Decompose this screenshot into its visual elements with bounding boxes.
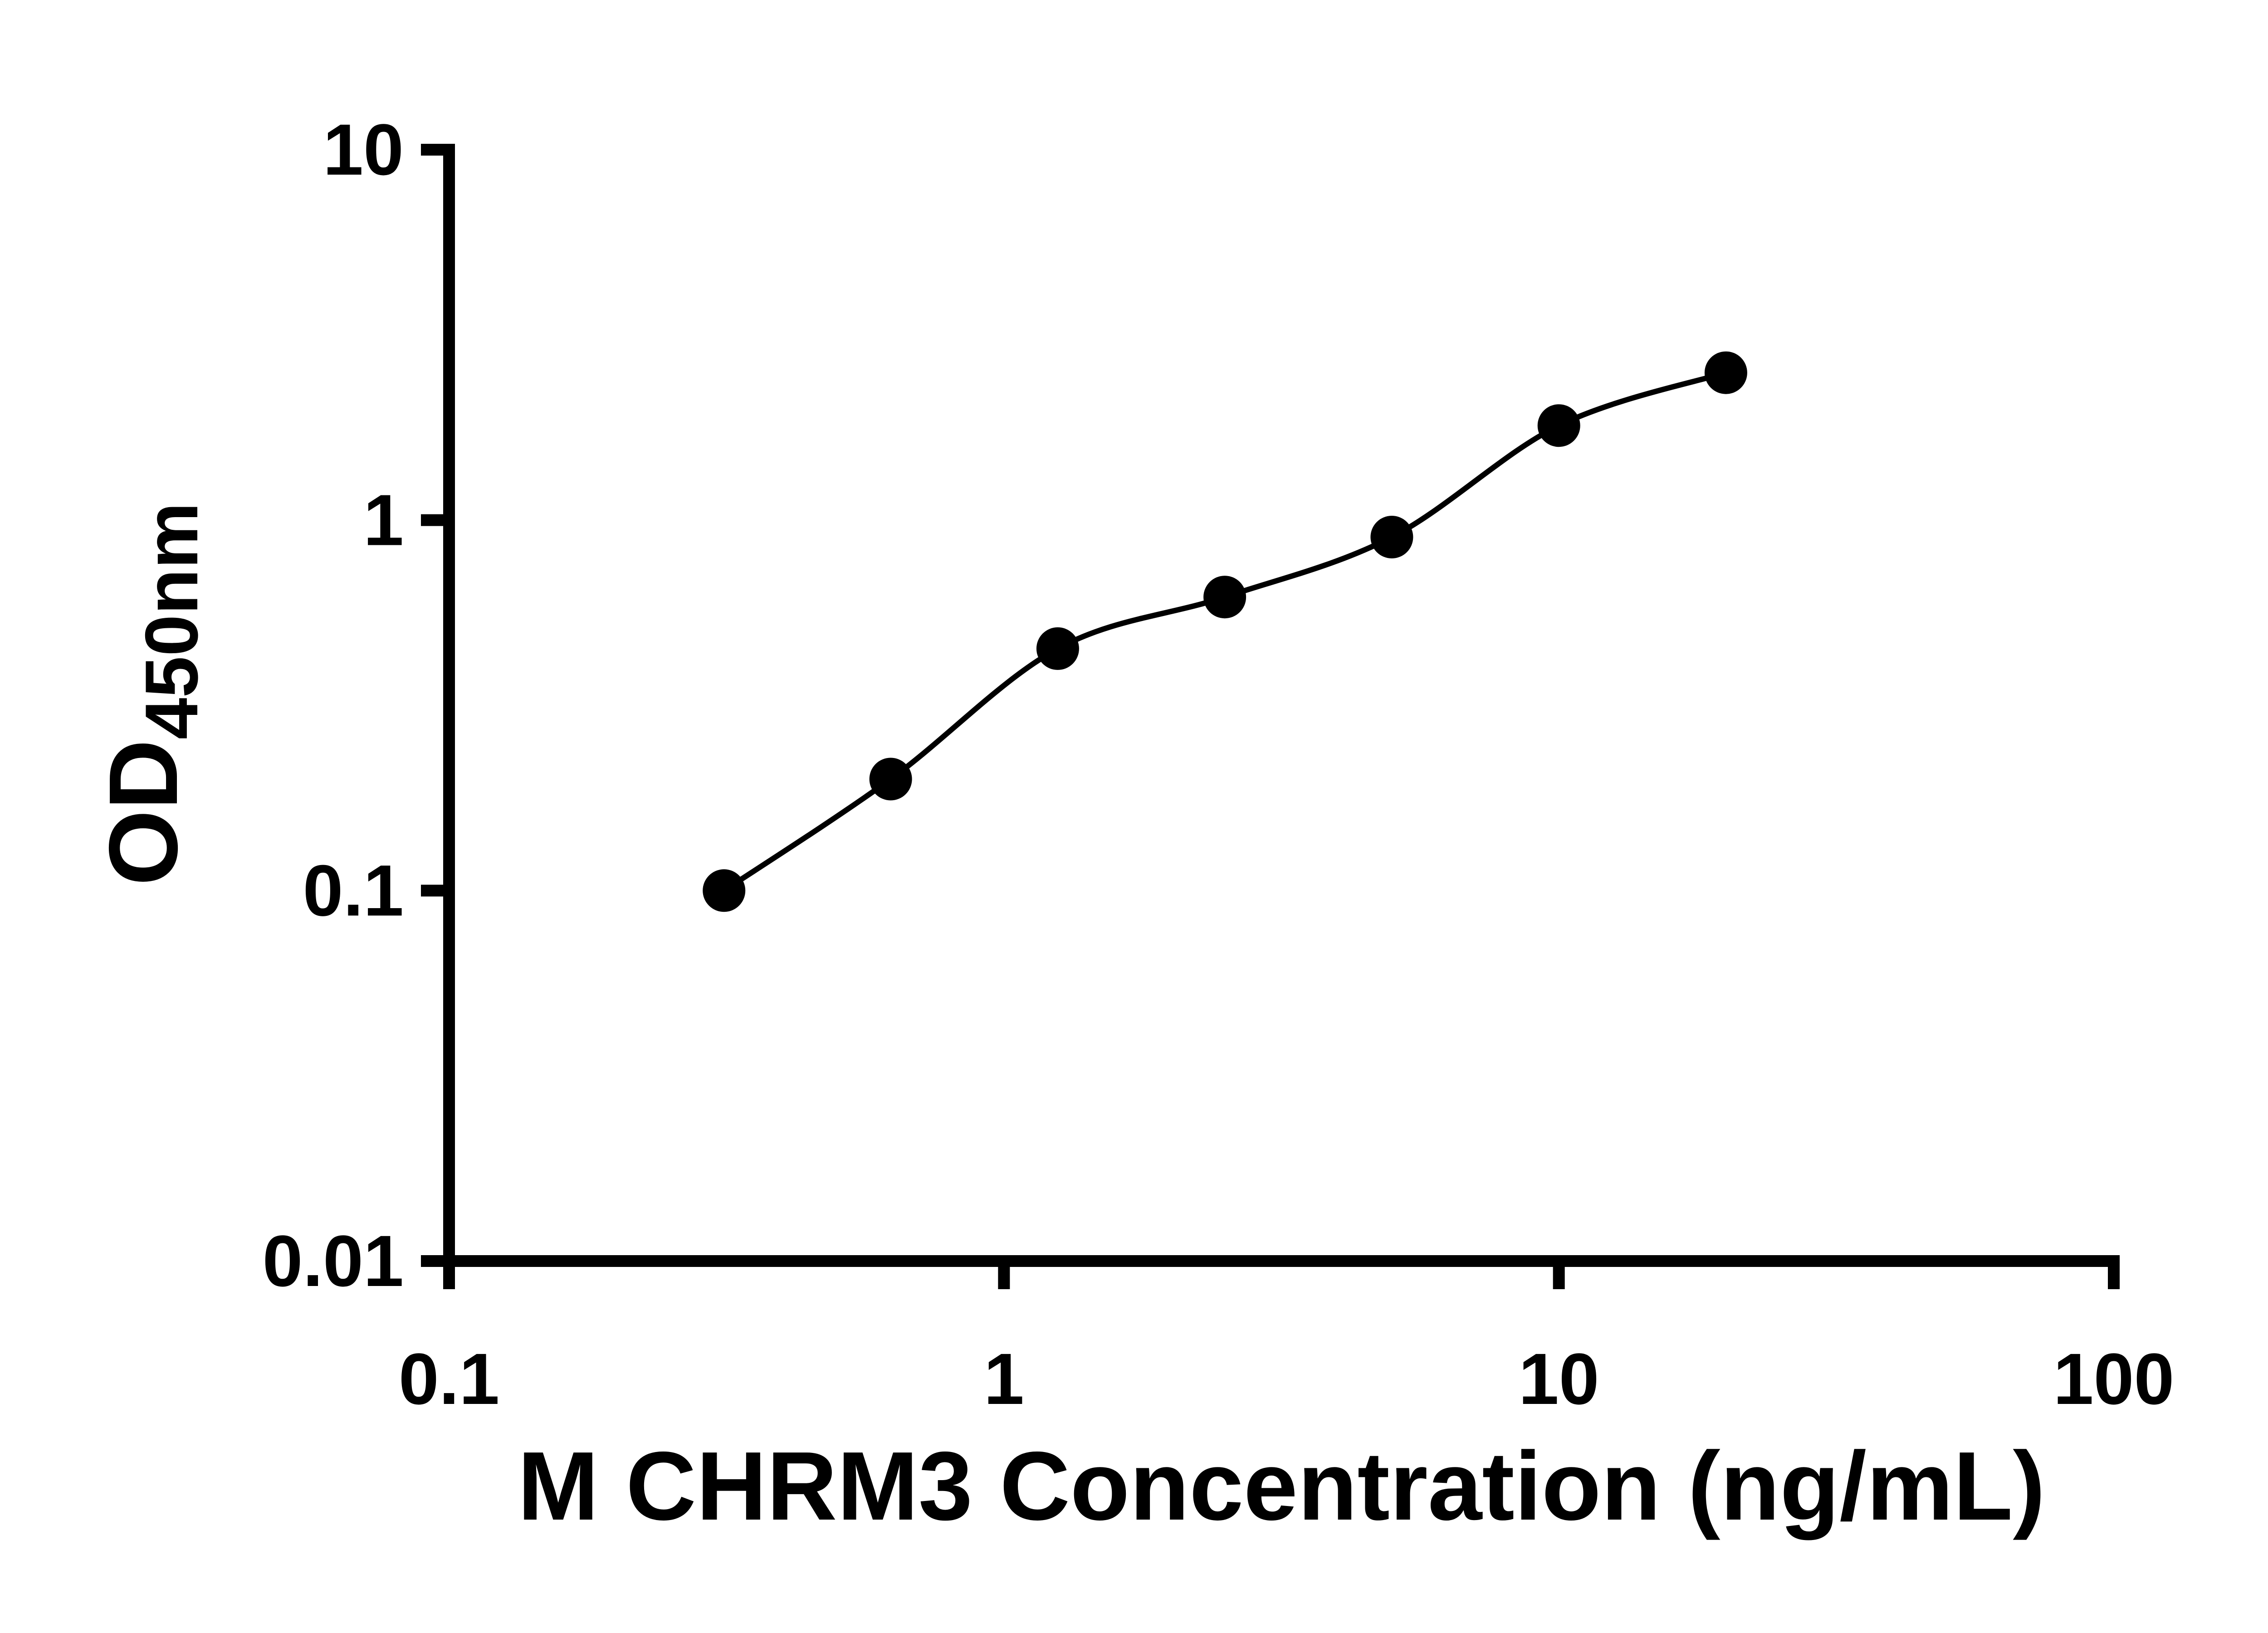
y-axis-tick-label: 10 (323, 109, 404, 190)
y-axis-tick-label: 0.1 (303, 850, 404, 931)
x-axis-tick-label: 100 (2053, 1338, 2175, 1419)
x-axis-tick-label: 1 (984, 1338, 1024, 1419)
y-axis-tick-label: 0.01 (263, 1220, 404, 1301)
y-axis-title-main: OD (88, 739, 198, 886)
data-point (1537, 404, 1580, 447)
axes-frame (443, 144, 2120, 1267)
axis-ticks: 0.1 1 10 100 0.01 0.1 1 10 (263, 109, 2175, 1419)
x-axis-tick-label: 10 (1519, 1338, 1599, 1419)
y-axis-title-sub: 450nm (130, 502, 213, 739)
data-series (703, 351, 1747, 912)
data-point (869, 758, 912, 801)
x-axis-tick-label: 0.1 (399, 1338, 499, 1419)
data-point (1370, 516, 1413, 558)
data-point (1036, 627, 1079, 670)
data-point (703, 869, 746, 912)
x-axis-title: M CHRM3 Concentration (ng/mL) (518, 1431, 2045, 1540)
y-axis-title: OD450nm (88, 502, 213, 885)
data-point (1203, 576, 1246, 619)
data-point (1704, 351, 1747, 394)
y-axis-tick-label: 1 (363, 479, 404, 561)
fit-curve (721, 370, 1729, 894)
